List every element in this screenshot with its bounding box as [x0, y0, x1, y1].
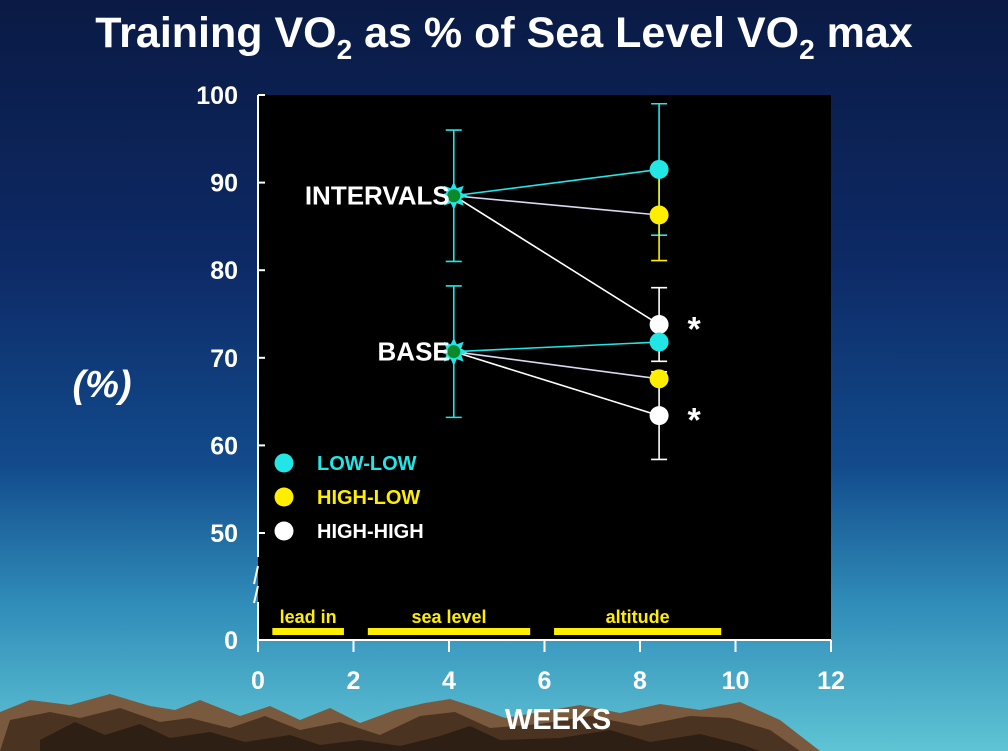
data-point-high-high [649, 406, 669, 426]
x-tick-label: 0 [251, 667, 265, 695]
data-point-low-low [649, 159, 669, 179]
x-tick-label: 8 [633, 667, 647, 695]
series-line [453, 194, 660, 216]
phase-label: sea level [411, 607, 486, 627]
x-axis-label: WEEKS [505, 704, 611, 736]
phase-bar [554, 628, 722, 635]
y-tick-label: 0 [224, 627, 238, 655]
significance-asterisk: * [687, 402, 701, 440]
legend-label: LOW-LOW [317, 453, 417, 475]
y-axis-break-mark [253, 585, 259, 604]
legend-marker [274, 521, 294, 541]
x-tick-label: 2 [347, 667, 361, 695]
legend-marker [274, 453, 294, 473]
data-point-high-low [649, 205, 669, 225]
phase-bars: lead in sea level altitude [272, 607, 722, 635]
phase-label: lead in [280, 607, 337, 627]
data-point-high-low [649, 369, 669, 389]
start-marker [447, 345, 461, 359]
legend-label: HIGH-LOW [317, 487, 420, 509]
legend: LOW-LOW HIGH-LOW HIGH-HIGH [274, 453, 424, 543]
axes: 0 50 60 70 80 90 100 0 2 4 6 8 10 12 [196, 82, 845, 695]
x-tick-label: 10 [722, 667, 750, 695]
start-marker [447, 189, 461, 203]
series-line [453, 195, 660, 326]
series-line [453, 168, 660, 197]
legend-marker [274, 487, 294, 507]
series-line [453, 350, 660, 417]
group-label: BASE [378, 337, 450, 367]
y-tick-label: 80 [210, 257, 238, 285]
significance-asterisk: * [687, 311, 701, 349]
series-group: * INTERVALS * BASE [305, 102, 701, 461]
phase-label: altitude [606, 607, 670, 627]
x-tick-label: 12 [817, 667, 845, 695]
y-tick-label: 60 [210, 432, 238, 460]
plot-area [258, 95, 831, 640]
mountain-range-decoration [0, 694, 820, 751]
group-label: INTERVALS [305, 181, 450, 211]
data-point-high-high [649, 315, 669, 335]
phase-bar [367, 628, 531, 635]
y-axis-label: (%) [72, 364, 131, 406]
data-point-low-low [649, 332, 669, 352]
y-tick-label: 70 [210, 345, 238, 373]
series-line [453, 350, 660, 380]
phase-bar [272, 628, 344, 635]
y-axis-break-mark [253, 565, 259, 585]
chart-title: Training VO2 as % of Sea Level VO2 max [95, 9, 913, 65]
legend-label: HIGH-HIGH [317, 521, 424, 543]
y-tick-label: 100 [196, 82, 238, 110]
y-tick-label: 90 [210, 170, 238, 198]
y-tick-label: 50 [210, 520, 238, 548]
series-line [453, 341, 660, 353]
x-tick-label: 4 [442, 667, 456, 695]
x-tick-label: 6 [538, 667, 552, 695]
